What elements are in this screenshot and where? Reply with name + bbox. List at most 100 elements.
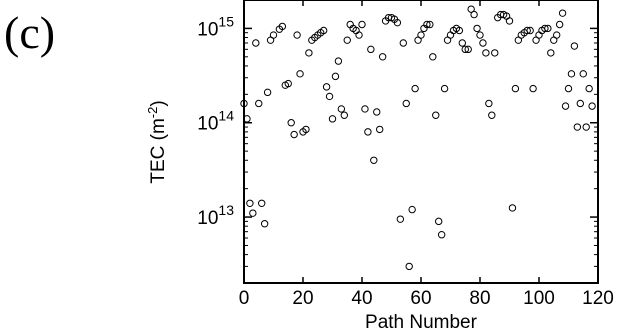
- y-axis-title-close: ): [148, 100, 169, 106]
- data-point: [269, 31, 278, 39]
- data-point: [240, 99, 248, 108]
- data-point: [529, 84, 537, 93]
- x-tick-label: 0: [239, 288, 250, 309]
- data-point: [319, 26, 328, 35]
- data-point: [255, 99, 263, 108]
- data-point: [464, 45, 472, 54]
- data-point: [555, 20, 564, 29]
- data-point: [547, 49, 555, 57]
- data-point: [393, 18, 402, 27]
- x-tick-label: 60: [410, 288, 431, 309]
- data-point: [258, 199, 266, 207]
- plot-frame: [243, 0, 599, 284]
- data-point: [564, 84, 573, 93]
- data-point: [243, 115, 251, 123]
- x-axis: 0 20 40 60 80 100 120: [239, 0, 614, 309]
- data-point: [328, 115, 337, 123]
- data-point: [473, 24, 481, 33]
- data-point: [488, 111, 496, 119]
- data-point: [553, 31, 561, 39]
- data-point: [343, 36, 351, 44]
- data-point: [284, 79, 292, 88]
- data-point: [249, 209, 257, 217]
- data-point: [322, 83, 331, 91]
- data-point: [426, 20, 434, 29]
- data-point: [378, 53, 387, 61]
- data-point: [485, 99, 493, 108]
- data-point: [573, 123, 582, 131]
- data-point: [467, 5, 475, 13]
- data-point: [325, 92, 334, 101]
- data-point: [535, 31, 543, 39]
- x-tick-label: 120: [582, 288, 614, 309]
- data-point: [544, 24, 552, 33]
- data-point: [585, 84, 593, 93]
- y-axis: 1013 1014 1015: [197, 13, 598, 284]
- data-point: [432, 111, 440, 119]
- data-point: [511, 84, 520, 93]
- data-point: [396, 215, 405, 223]
- data-point: [358, 20, 366, 29]
- data-point: [337, 105, 346, 113]
- data-point: [429, 53, 437, 61]
- y-axis-title-text: TEC (m: [148, 118, 169, 183]
- x-axis-title: Path Number: [365, 312, 478, 333]
- data-point: [402, 99, 410, 108]
- data-point: [373, 108, 381, 116]
- panel-label: (c): [4, 7, 56, 58]
- data-point: [355, 31, 363, 39]
- data-point: [541, 24, 549, 33]
- data-point: [437, 231, 446, 239]
- data-point: [588, 102, 596, 110]
- data-point: [411, 84, 419, 93]
- data-point: [367, 45, 375, 54]
- data-point: [334, 57, 343, 65]
- data-point: [246, 199, 254, 207]
- data-point: [561, 102, 570, 110]
- data-point: [376, 125, 384, 134]
- data-point: [523, 26, 531, 35]
- data-point: [364, 128, 372, 136]
- x-tick-label: 40: [351, 288, 372, 309]
- x-tick-label: 20: [292, 288, 313, 309]
- data-point: [399, 39, 407, 47]
- data-point: [440, 84, 449, 93]
- data-point: [458, 39, 466, 47]
- data-point: [331, 72, 340, 81]
- data-point: [526, 26, 534, 35]
- y-tick-label: 1013: [197, 202, 234, 229]
- data-point: [482, 49, 490, 57]
- data-point: [293, 31, 301, 39]
- data-point: [558, 9, 567, 17]
- data-point: [287, 119, 295, 127]
- data-point: [405, 262, 413, 271]
- data-point: [260, 220, 269, 228]
- data-point: [505, 17, 514, 25]
- data-point: [417, 31, 425, 39]
- data-point: [302, 125, 310, 134]
- data-point: [579, 70, 587, 78]
- data-point: [296, 70, 304, 78]
- y-axis-title-exponent: -2: [145, 107, 160, 119]
- y-tick-label: 1014: [197, 108, 234, 135]
- y-tick-label: 1015: [197, 13, 234, 40]
- x-tick-label: 100: [523, 288, 555, 309]
- data-point: [567, 70, 576, 78]
- data-point: [340, 111, 348, 119]
- data-point: [576, 99, 584, 108]
- data-point: [408, 205, 416, 214]
- data-point: [278, 22, 287, 31]
- data-point: [305, 49, 313, 57]
- data-point: [461, 45, 469, 54]
- data-point: [290, 130, 298, 139]
- data-point: [370, 156, 378, 164]
- data-point: [446, 31, 455, 39]
- data-points: [240, 5, 596, 271]
- x-tick-label: 80: [469, 288, 490, 309]
- data-point: [470, 10, 478, 19]
- data-point: [508, 204, 517, 212]
- data-point: [476, 31, 484, 39]
- data-point: [435, 217, 443, 226]
- data-point: [455, 26, 464, 35]
